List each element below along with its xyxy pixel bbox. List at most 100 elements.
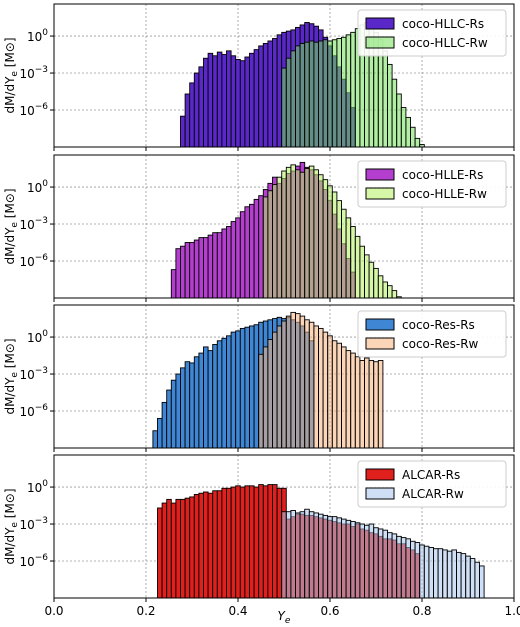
histogram-bar	[341, 208, 347, 299]
histogram-bar	[345, 350, 352, 449]
histogram-bar	[221, 54, 227, 148]
histogram-bar	[442, 549, 448, 599]
histogram-bar	[290, 164, 296, 299]
histogram-bar	[331, 340, 338, 449]
histogram-bar	[331, 39, 338, 148]
histogram-bar	[272, 331, 278, 449]
histogram-bar	[368, 360, 375, 449]
legend-label: coco-HLLE-Rs	[402, 168, 483, 182]
histogram-bar	[212, 343, 218, 449]
y-tick-label: 10−6	[19, 403, 48, 419]
histogram-bar	[258, 45, 264, 148]
histogram-bar	[405, 538, 411, 599]
legend-box	[357, 9, 507, 57]
histogram-bar	[258, 195, 264, 299]
y-tick-label: 10−6	[19, 102, 48, 118]
histogram-bar	[216, 490, 223, 599]
y-tick-label: 10−6	[19, 553, 48, 569]
histogram-bar	[193, 493, 200, 599]
histogram-bar	[272, 484, 278, 599]
plot-frame	[53, 154, 515, 299]
histogram-bar	[313, 512, 319, 599]
histogram-bar	[295, 169, 301, 299]
histogram-bar	[203, 491, 209, 599]
legend-box	[357, 310, 507, 358]
x-tick-label: 1.0	[504, 604, 520, 618]
histogram-bar	[474, 561, 480, 599]
histogram-bar	[465, 555, 471, 599]
histogram-bar	[184, 361, 191, 449]
legend-label: coco-HLLE-Rw	[402, 187, 487, 201]
histogram-bar	[230, 486, 237, 599]
histogram-bar	[304, 168, 310, 299]
histogram-bar	[230, 221, 237, 299]
histogram-bar	[350, 521, 356, 599]
histogram-bar	[285, 57, 292, 148]
histogram-bar	[308, 321, 315, 449]
histogram-bar	[203, 57, 209, 148]
histogram-bar	[272, 184, 278, 299]
histogram-bar	[175, 373, 181, 449]
legend: coco-HLLE-Rs coco-HLLE-Rw	[357, 160, 507, 208]
histogram-bar	[267, 40, 273, 148]
histogram-bar	[295, 512, 301, 599]
histogram-bar	[299, 171, 306, 299]
legend: coco-HLLC-Rs coco-HLLC-Rw	[357, 9, 507, 57]
histogram-bar	[322, 39, 329, 148]
histogram-bar	[336, 342, 342, 449]
histogram-bar	[170, 502, 177, 599]
histogram-bar	[281, 170, 287, 299]
histogram-bar	[322, 331, 329, 449]
histogram-bar	[253, 486, 260, 599]
legend-swatch	[365, 17, 395, 30]
histogram-bar	[272, 38, 278, 148]
histogram-bar	[226, 226, 232, 299]
histogram-bar	[276, 34, 283, 148]
histogram-bar	[285, 315, 292, 449]
histogram-bar	[166, 498, 172, 599]
histogram-bar	[354, 356, 361, 449]
histogram-bar	[281, 511, 287, 599]
histogram-bar	[382, 529, 388, 599]
histogram-bar	[387, 285, 393, 299]
histogram-bar	[410, 126, 416, 148]
histogram-bar	[276, 325, 283, 449]
histogram-bar	[235, 217, 241, 299]
histogram-bar	[207, 234, 214, 299]
histogram-bar	[226, 335, 232, 449]
legend-label: coco-Res-Rw	[402, 337, 479, 351]
chart-panel-4: 100 10−3 10−6dM/dYe [M⊙] ALCAR-Rs ALCAR-Rw 0.…	[3, 454, 520, 618]
histogram-bar	[152, 430, 158, 449]
histogram-bar	[180, 498, 186, 599]
histogram-bar	[212, 55, 218, 148]
histogram-bar	[350, 31, 356, 148]
histogram-bar	[235, 59, 241, 148]
histogram-bar	[331, 516, 338, 599]
histogram-bar	[207, 52, 214, 148]
histogram-bar	[437, 548, 444, 599]
x-tick-label: 0.2	[136, 604, 155, 618]
histogram-bar	[249, 52, 255, 148]
histogram-bar	[235, 330, 241, 449]
histogram-bar	[322, 179, 329, 299]
histogram-bar	[244, 206, 250, 299]
histogram-bar	[157, 507, 163, 599]
legend-label: ALCAR-Rs	[402, 468, 460, 482]
histogram-bar	[239, 211, 246, 299]
legend-swatch	[365, 318, 395, 331]
histogram-bar	[212, 490, 218, 599]
histogram-bar	[203, 346, 209, 449]
histogram-bar	[373, 361, 379, 449]
histogram-bar	[318, 174, 324, 299]
histogram-bar	[304, 319, 310, 449]
histogram-bar	[327, 185, 333, 299]
histogram-bar	[377, 360, 384, 449]
legend-box	[357, 460, 507, 508]
histogram-bar	[198, 66, 204, 148]
histogram-bar	[341, 346, 347, 449]
histogram-bar	[249, 325, 255, 449]
histogram-bar	[400, 537, 407, 599]
histogram-bar	[391, 290, 398, 299]
